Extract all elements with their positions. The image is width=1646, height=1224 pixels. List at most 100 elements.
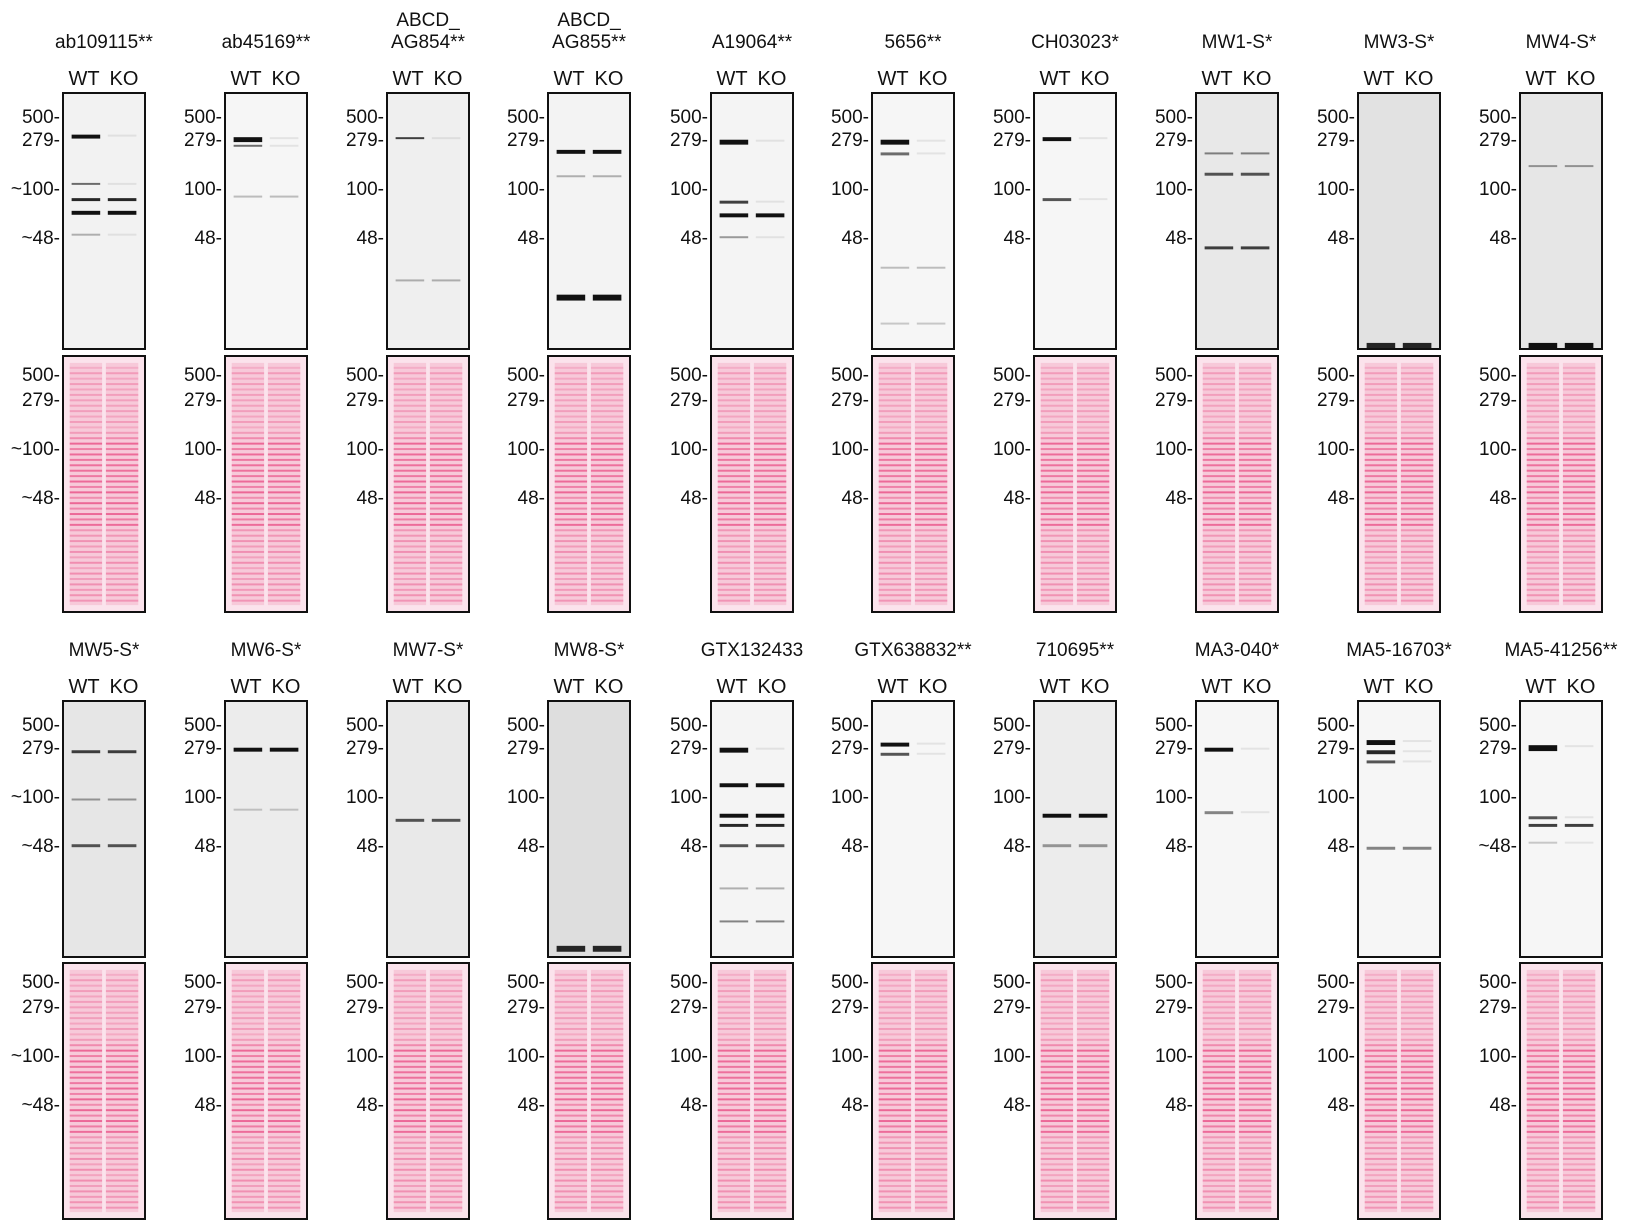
stain-band [717,383,751,386]
stain-band [554,1055,588,1058]
stain-band [753,426,787,429]
stain-band [590,583,624,586]
stain-band [753,366,787,369]
antibody-title-line: GTX132433 [700,640,804,661]
stain-size-marker: 100- [992,1046,1031,1068]
stain-band [105,393,139,396]
stain-band [1238,372,1272,375]
stain-band [1202,491,1236,494]
wb-size-marker: 500- [1478,714,1517,736]
stain-band [1238,1201,1272,1204]
stain-band [1364,431,1398,434]
stain-band [1040,513,1074,516]
stain-band [753,377,787,380]
stain-band [231,448,265,451]
stain-band [1040,485,1074,488]
stain-band [914,1125,948,1128]
stain-band [1076,366,1110,369]
western-blot [871,92,955,350]
stain-band [914,469,948,472]
stain-band [1526,1179,1560,1182]
stain-band [1202,540,1236,543]
wb-band-faint [1078,137,1108,140]
stain-band [1562,1044,1596,1047]
stain-band [1238,1168,1272,1171]
stain-band [717,1109,751,1112]
wb-band [1366,846,1396,850]
antibody-title: 5656** [884,32,941,54]
stain-band [1040,984,1074,987]
stain-band [1238,469,1272,472]
wb-band [1528,745,1558,752]
stain-band [1400,485,1434,488]
stain-band [1400,469,1434,472]
stain-band [1364,567,1398,570]
stain-band [753,1049,787,1052]
stain-band [717,1114,751,1117]
stain-band [231,529,265,532]
stain-band [1526,1125,1560,1128]
stain-band [753,556,787,559]
stain-band [753,469,787,472]
wb-band [880,322,910,325]
ponceau-stain [62,962,146,1220]
wb-band [916,266,946,269]
wb-band [1564,165,1594,168]
stain-band [69,518,103,521]
stain-band [1562,377,1596,380]
stain-band [1040,1087,1074,1090]
stain-band [69,995,103,998]
stain-size-marker: 100- [669,1046,708,1068]
stain-band [1040,973,1074,976]
stain-band [1202,1060,1236,1063]
stain-band [753,480,787,483]
stain-band [878,426,912,429]
stain-band [267,995,301,998]
stain-band [231,588,265,591]
wb-size-marker: 48- [1327,836,1355,858]
wb-band [233,747,263,752]
ponceau-stain [224,355,308,613]
stain-band [753,1185,787,1187]
stain-band [753,594,787,597]
stain-band [393,578,427,580]
stain-band [1202,1103,1236,1106]
stain-band [1076,995,1110,998]
stain-band [105,366,139,369]
stain-band [105,1109,139,1112]
stain-band [105,984,139,987]
stain-band [69,1038,103,1041]
wb-band [556,294,586,301]
stain-band [393,1087,427,1090]
stain-band [1238,393,1272,396]
stain-band [590,990,624,993]
stain-band [1076,1060,1110,1063]
stain-band [878,1190,912,1193]
ponceau-stain [386,962,470,1220]
stain-band [69,588,103,591]
stain-band [69,1033,103,1036]
stain-band [914,366,948,369]
stain-band [393,475,427,478]
stain-band [69,1136,103,1139]
antibody-title: 710695** [1036,640,1114,662]
stain-band [1364,984,1398,987]
stain-band [267,464,301,467]
stain-band [590,1130,624,1133]
stain-band [393,1022,427,1025]
stain-band [914,518,948,521]
wb-band [233,137,263,143]
ponceau-stain [1195,355,1279,613]
lane-label-wt: WT [68,676,100,698]
stain-band [1076,1011,1110,1014]
stain-band [1562,448,1596,451]
stain-band [231,1082,265,1085]
western-blot [224,700,308,958]
stain-size-marker: 48- [680,488,708,510]
stain-band [878,1033,912,1036]
stain-band [753,578,787,580]
stain-band [1400,1109,1434,1112]
stain-band [105,458,139,461]
stain-band [429,1114,463,1117]
stain-band [717,1125,751,1128]
